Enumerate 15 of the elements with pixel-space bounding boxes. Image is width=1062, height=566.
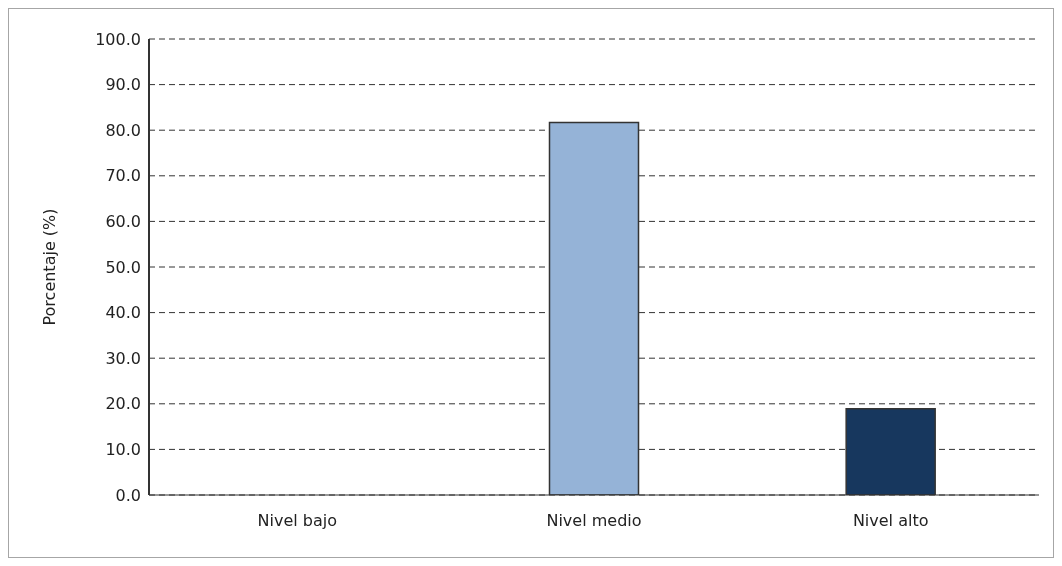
x-tick-label: Nivel medio [546, 511, 642, 531]
y-tick-label: 30.0 [105, 348, 141, 368]
y-tick-label: 80.0 [105, 120, 141, 140]
y-tick-label: 90.0 [105, 75, 141, 95]
y-tick-label: 10.0 [105, 440, 141, 460]
y-tick-label: 100.0 [95, 29, 141, 49]
x-tick-label: Nivel bajo [257, 511, 338, 531]
y-tick-label: 60.0 [105, 212, 141, 232]
y-axis-title: Porcentaje (%) [39, 208, 59, 326]
x-tick-label: Nivel alto [852, 511, 929, 531]
y-tick-label: 0.0 [115, 485, 141, 505]
y-tick-label: 40.0 [105, 303, 141, 323]
y-tick-label: 70.0 [105, 166, 141, 186]
y-tick-label: 50.0 [105, 257, 141, 277]
y-tick-label: 20.0 [105, 394, 141, 414]
